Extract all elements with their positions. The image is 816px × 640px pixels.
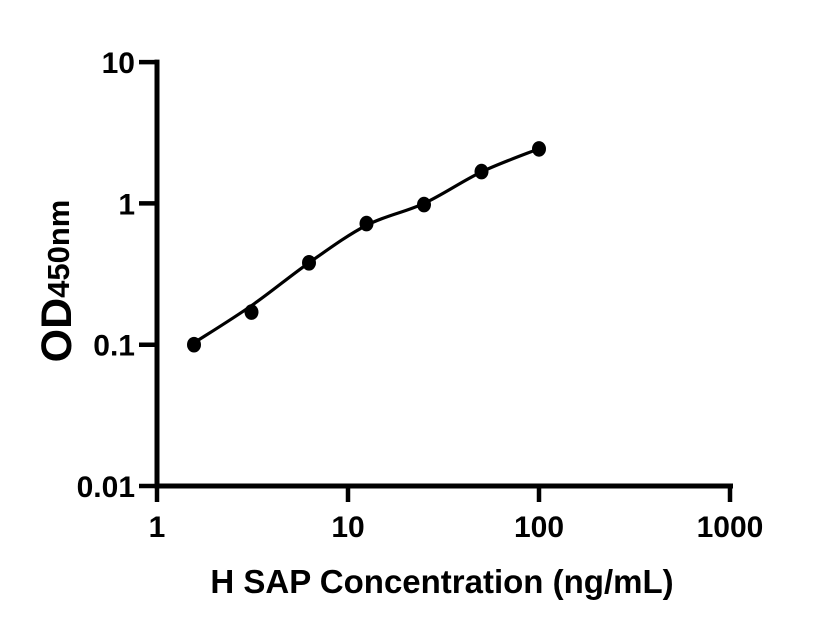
data-point-marker xyxy=(417,196,431,213)
x-tick-label: 1 xyxy=(149,511,166,544)
x-tick-label: 1000 xyxy=(697,511,764,544)
data-point-marker xyxy=(474,163,489,180)
y-tick-label: 0.1 xyxy=(93,330,135,363)
y-axis-title-main: OD xyxy=(33,298,81,363)
x-tick-label: 10 xyxy=(331,511,364,544)
x-axis-title: H SAP Concentration (ng/mL) xyxy=(210,563,673,600)
data-point-marker xyxy=(532,141,546,157)
y-tick-label: 0.01 xyxy=(77,471,135,504)
data-point-marker xyxy=(244,304,259,320)
x-tick-label: 100 xyxy=(514,511,564,544)
data-point-marker xyxy=(359,215,374,232)
y-axis-title-subscript: 450nm xyxy=(41,200,76,298)
y-tick-label: 1 xyxy=(118,188,135,221)
data-point-marker xyxy=(302,254,316,271)
data-point-marker xyxy=(187,336,201,353)
y-tick-label: 10 xyxy=(102,47,135,80)
y-axis-title: OD450nm xyxy=(33,200,81,363)
